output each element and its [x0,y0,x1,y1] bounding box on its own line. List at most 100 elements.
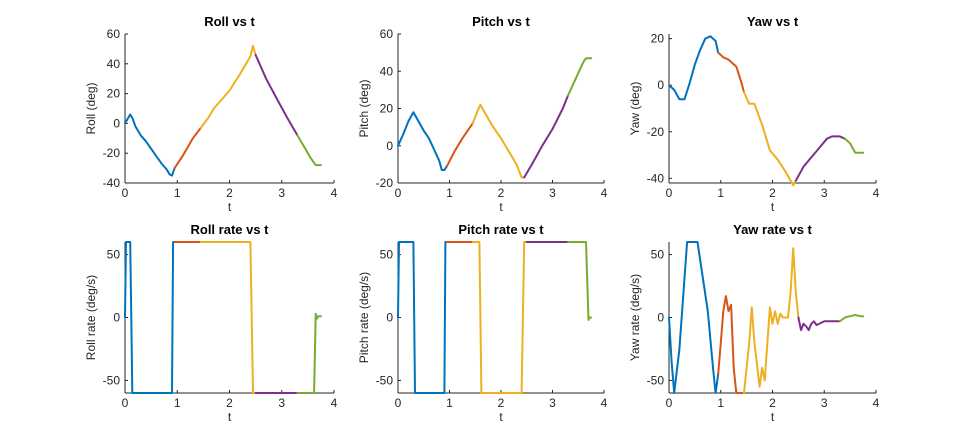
series-line-segment-5 [296,312,322,394]
y-tick-label: 50 [380,248,394,262]
subplot-title: Pitch vs t [472,14,530,29]
x-tick-label: 4 [601,186,608,200]
y-tick-label: -50 [103,373,121,387]
y-tick-label: 50 [651,248,665,262]
y-tick-label: 40 [107,57,121,71]
x-tick-label: 2 [498,396,505,410]
subplot-title: Roll rate vs t [190,222,269,237]
subplot-1: 0 1 2 3 4 -40 -20 0 20 40 60 Roll vs t t Roll (deg) [84,14,338,214]
series-line-segment-4 [794,135,846,182]
series-line-segment-2 [445,122,474,168]
series-line-segment-1 [124,241,176,394]
series-line-segment-2 [173,126,202,170]
y-axis-label: Pitch rate (deg/s) [357,272,371,363]
x-axis-label: t [228,410,232,424]
subplot-title: Yaw vs t [747,14,799,29]
x-tick-label: 4 [873,186,880,200]
y-tick-label: 20 [107,87,121,101]
y-tick-label: 0 [386,139,393,153]
series-line-segment-3 [199,241,257,394]
x-axis-label: t [499,200,503,214]
x-tick-label: 3 [278,396,285,410]
series-line-segment-1 [397,241,448,394]
x-axis-label: t [771,410,775,424]
x-tick-label: 2 [769,396,776,410]
series-line-segment-5 [838,314,865,323]
x-tick-label: 3 [549,186,556,200]
y-tick-label: -50 [647,373,665,387]
x-tick-label: 3 [821,396,828,410]
y-tick-label: 0 [113,116,120,130]
subplot-title: Yaw rate vs t [733,222,812,237]
subplot-title: Pitch rate vs t [458,222,544,237]
series-line-segment-4 [797,316,841,332]
series-line-segment-2 [717,51,745,94]
x-tick-label: 4 [873,396,880,410]
series-line-segment-1 [668,35,720,101]
x-tick-label: 2 [226,396,233,410]
x-tick-label: 0 [666,186,673,200]
y-tick-label: -40 [103,176,121,190]
y-axis-label: Yaw rate (deg/s) [628,274,642,361]
series-line-segment-1 [668,241,720,394]
y-tick-label: -50 [376,373,394,387]
series-line-segment-5 [567,57,593,97]
series-line-segment-3 [199,44,257,129]
y-tick-label: 0 [657,78,664,92]
y-tick-label: 60 [380,27,394,41]
series-line-segment-3 [471,241,528,394]
x-tick-label: 1 [717,186,724,200]
y-tick-label: 40 [380,64,394,78]
y-axis-label: Pitch (deg) [357,79,371,137]
x-tick-label: 0 [122,396,129,410]
y-axis-label: Roll (deg) [84,82,98,134]
x-tick-label: 0 [395,186,402,200]
series-line-segment-5 [567,241,593,321]
x-tick-label: 1 [446,396,453,410]
x-axis-label: t [499,410,503,424]
y-axis-label: Roll rate (deg/s) [84,275,98,360]
y-tick-label: 20 [651,32,665,46]
y-tick-label: 50 [107,248,121,262]
series-line-segment-4 [254,53,299,137]
x-tick-label: 0 [666,396,673,410]
x-tick-label: 0 [122,186,129,200]
y-tick-label: -20 [647,125,665,139]
y-tick-label: 0 [113,311,120,325]
series-line-segment-3 [743,247,800,394]
x-tick-label: 4 [601,396,608,410]
series-line-segment-5 [296,134,322,167]
x-tick-label: 2 [226,186,233,200]
x-tick-label: 1 [174,186,181,200]
x-tick-label: 1 [174,396,181,410]
series-line-segment-1 [124,113,176,177]
y-tick-label: 0 [657,311,664,325]
y-tick-label: 60 [107,27,121,41]
series-line-segment-3 [743,91,797,187]
x-tick-label: 0 [395,396,402,410]
x-tick-label: 2 [769,186,776,200]
x-tick-label: 4 [331,396,338,410]
x-tick-label: 4 [331,186,338,200]
series-line-segment-4 [523,94,569,179]
y-tick-label: 20 [380,102,394,116]
x-tick-label: 1 [717,396,724,410]
series-line-segment-5 [844,137,865,154]
series-line-segment-2 [717,295,745,394]
x-tick-label: 2 [498,186,505,200]
subplot-3: 0 1 2 3 4 -40 -20 0 20 Yaw vs t t Yaw (deg) [628,14,880,214]
x-tick-label: 3 [821,186,828,200]
y-axis-label: Yaw (deg) [628,82,642,136]
x-tick-label: 3 [278,186,285,200]
y-tick-label: -40 [647,171,665,185]
subplot-title: Roll vs t [204,14,255,29]
series-line-segment-3 [471,103,526,179]
x-axis-label: t [771,200,775,214]
x-tick-label: 1 [446,186,453,200]
y-tick-label: -20 [103,146,121,160]
